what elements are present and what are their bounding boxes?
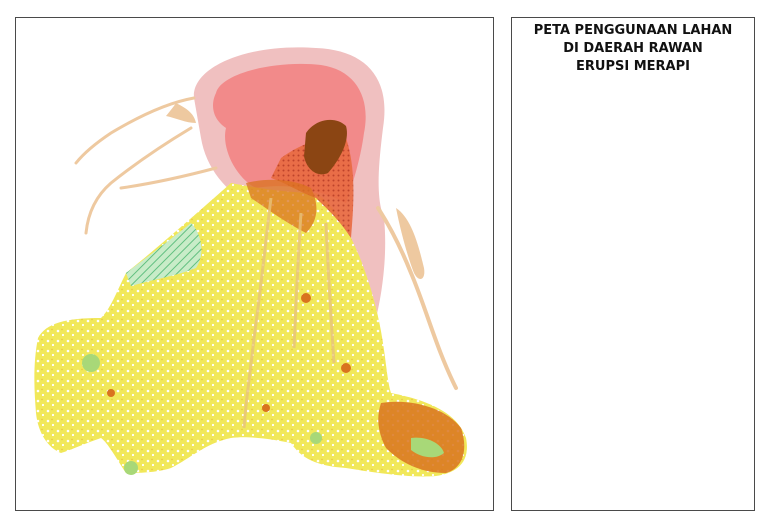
land-use-orange-patch [301, 293, 311, 303]
river-flow-tongue [396, 208, 425, 280]
land-use-plantation [126, 223, 202, 286]
map-title-line-1: PETA PENGGUNAAN LAHAN [533, 23, 733, 38]
legend-panel: PETA PENGGUNAAN LAHAN DI DAERAH RAWAN ER… [511, 17, 755, 511]
map-title: PETA PENGGUNAAN LAHAN DI DAERAH RAWAN ER… [512, 22, 754, 76]
land-use-orange-patch [262, 404, 270, 412]
land-use-cropland [34, 183, 467, 477]
land-use-green-patch [310, 432, 322, 444]
valley-channels [242, 197, 336, 429]
land-use-green-patch [124, 461, 138, 475]
map-frame [15, 17, 494, 511]
crater [304, 119, 347, 175]
land-use-map [34, 47, 467, 477]
lava-flow-orange [246, 179, 317, 233]
river-flow-east [376, 206, 458, 390]
land-use-orange-patch [107, 389, 115, 397]
river-flow-west [74, 96, 218, 235]
land-use-orange-se [378, 401, 465, 473]
land-use-green-se [411, 437, 444, 458]
land-use-green-patch [82, 354, 100, 372]
map-title-line-3: ERUPSI MERAPI [576, 59, 690, 74]
map-title-line-2: DI DAERAH RAWAN [563, 41, 703, 56]
land-use-orange-patch [341, 363, 351, 373]
river-flow-west-fan [166, 103, 196, 123]
